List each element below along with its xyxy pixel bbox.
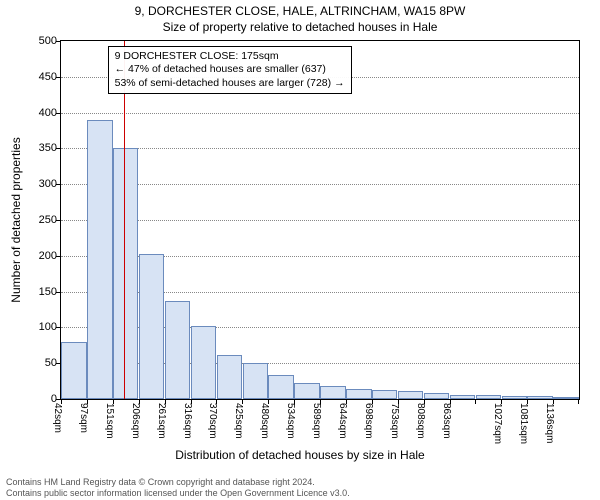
gridline	[61, 184, 579, 185]
x-tick-label: 534sqm	[285, 403, 296, 439]
y-tick-label: 250	[39, 214, 57, 226]
histogram-bar	[243, 363, 268, 399]
histogram-bar	[320, 386, 345, 399]
property-marker-line	[124, 41, 125, 399]
x-tick-label: 644sqm	[337, 403, 348, 439]
y-tick-label: 150	[39, 286, 57, 298]
y-tick-label: 50	[45, 357, 57, 369]
x-tick-label: 1027sqm	[492, 403, 503, 444]
x-tick-label: 261sqm	[156, 403, 167, 439]
histogram-bar	[527, 396, 552, 399]
histogram-bar	[398, 391, 423, 399]
chart-plot-area: 05010015020025030035040045050042sqm97sqm…	[60, 40, 580, 400]
x-axis-label: Distribution of detached houses by size …	[0, 448, 600, 462]
histogram-bar	[502, 396, 527, 399]
annotation-line-2: ← 47% of detached houses are smaller (63…	[115, 63, 345, 76]
y-tick-label: 200	[39, 250, 57, 262]
y-tick-label: 300	[39, 178, 57, 190]
x-tick-label: 206sqm	[130, 403, 141, 439]
histogram-bar	[268, 375, 293, 399]
histogram-bar	[165, 301, 190, 399]
histogram-bar	[450, 395, 475, 399]
x-tick-label: 480sqm	[259, 403, 270, 439]
histogram-bar	[346, 389, 371, 399]
x-tick-mark	[475, 399, 476, 404]
x-tick-mark	[578, 399, 579, 404]
x-tick-label: 97sqm	[78, 403, 89, 433]
y-tick-label: 100	[39, 321, 57, 333]
x-tick-label: 698sqm	[363, 403, 374, 439]
footer-line-2: Contains public sector information licen…	[6, 488, 350, 498]
histogram-bar	[191, 326, 216, 399]
x-tick-label: 863sqm	[441, 403, 452, 439]
footer-attribution: Contains HM Land Registry data © Crown c…	[6, 477, 350, 498]
histogram-bar	[553, 397, 578, 399]
y-axis-label: Number of detached properties	[9, 137, 23, 302]
y-tick-label: 500	[39, 35, 57, 47]
gridline	[61, 220, 579, 221]
chart-subtitle: Size of property relative to detached ho…	[0, 20, 600, 34]
x-tick-label: 1136sqm	[544, 403, 555, 443]
x-tick-label: 808sqm	[415, 403, 426, 439]
y-tick-label: 450	[39, 71, 57, 83]
y-tick-label: 400	[39, 107, 57, 119]
x-tick-label: 42sqm	[52, 403, 63, 433]
histogram-bar	[424, 393, 449, 399]
x-tick-label: 151sqm	[104, 403, 115, 439]
y-tick-label: 350	[39, 142, 57, 154]
histogram-bar	[113, 148, 138, 399]
x-tick-label: 589sqm	[311, 403, 322, 439]
footer-line-1: Contains HM Land Registry data © Crown c…	[6, 477, 350, 487]
annotation-line-1: 9 DORCHESTER CLOSE: 175sqm	[115, 50, 345, 63]
gridline	[61, 113, 579, 114]
histogram-bar	[476, 395, 501, 399]
x-tick-label: 316sqm	[182, 403, 193, 439]
histogram-bar	[87, 120, 112, 399]
x-tick-label: 753sqm	[389, 403, 400, 439]
histogram-bar	[294, 383, 319, 399]
histogram-bar	[139, 254, 164, 399]
gridline	[61, 148, 579, 149]
histogram-bar	[61, 342, 86, 399]
annotation-line-3: 53% of semi-detached houses are larger (…	[115, 77, 345, 90]
annotation-box: 9 DORCHESTER CLOSE: 175sqm ← 47% of deta…	[108, 46, 352, 93]
histogram-bar	[217, 355, 242, 399]
histogram-bar	[372, 390, 397, 399]
x-tick-label: 1081sqm	[518, 403, 529, 444]
page-title: 9, DORCHESTER CLOSE, HALE, ALTRINCHAM, W…	[0, 4, 600, 18]
x-tick-label: 425sqm	[233, 403, 244, 439]
x-tick-label: 370sqm	[207, 403, 218, 439]
